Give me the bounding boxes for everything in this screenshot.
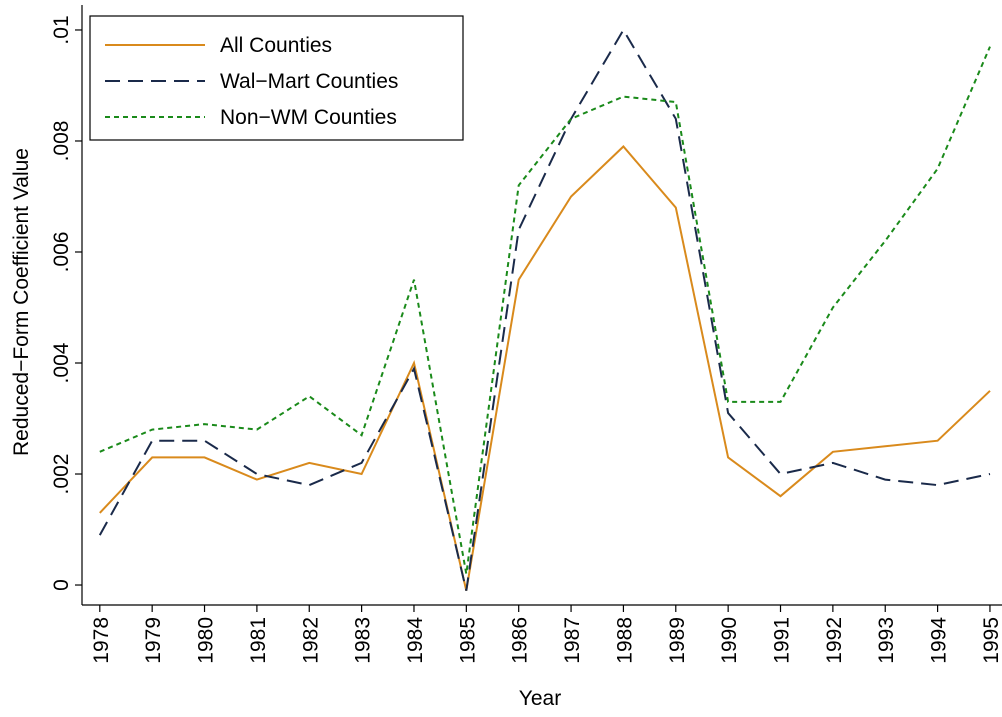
y-tick-label: 0 (50, 579, 73, 591)
x-tick-label: 1979 (142, 617, 165, 664)
x-tick-label: 1994 (928, 617, 951, 664)
x-axis-title: Year (519, 687, 561, 710)
x-tick-label: 1984 (404, 617, 427, 664)
x-tick-label: 1985 (456, 617, 479, 664)
x-tick-label: 1983 (352, 617, 375, 664)
y-tick-label: .01 (50, 15, 73, 44)
x-tick-label: 1991 (771, 617, 794, 664)
x-tick-label: 1992 (823, 617, 846, 664)
y-tick-label: .002 (50, 454, 73, 495)
legend-label: All Counties (220, 34, 332, 57)
data-line (98, 28, 991, 591)
y-axis-title: Reduced−Form Coefficient Value (10, 148, 33, 456)
data-line (99, 46, 991, 575)
x-tick-label: 1981 (247, 617, 270, 664)
x-tick-label: 1995 (980, 617, 1002, 664)
y-tick-label: .006 (50, 232, 73, 273)
x-tick-label: 1978 (90, 617, 113, 664)
x-tick-label: 1988 (613, 617, 636, 664)
legend-box (89, 15, 464, 141)
x-tick-label: 1980 (195, 617, 218, 664)
y-tick-label: .008 (50, 121, 73, 162)
x-tick-label: 1990 (718, 617, 741, 664)
x-tick-label: 1987 (561, 617, 584, 664)
x-tick-label: 1989 (666, 617, 689, 664)
y-tick-label: .004 (50, 342, 73, 383)
x-tick-label: 1986 (509, 617, 532, 664)
legend-label: Non−WM Counties (220, 106, 397, 129)
x-tick-label: 1982 (299, 617, 322, 664)
x-tick-label: 1993 (875, 617, 898, 664)
legend-label: Wal−Mart Counties (220, 70, 398, 93)
data-line (99, 145, 991, 591)
